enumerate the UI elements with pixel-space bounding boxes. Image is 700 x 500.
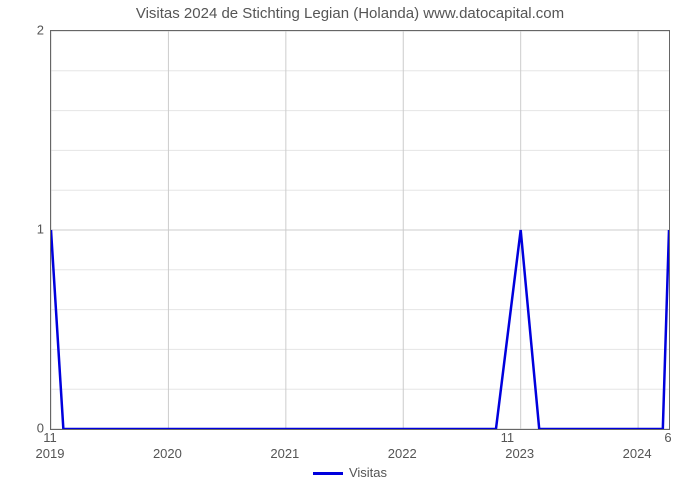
chart-container xyxy=(50,30,670,450)
x-tick-label: 2020 xyxy=(153,446,182,461)
x-tick-label: 2021 xyxy=(270,446,299,461)
y-tick-label: 2 xyxy=(37,23,44,38)
x-tick-label: 2024 xyxy=(623,446,652,461)
value-annotation: 11 xyxy=(501,430,515,445)
value-annotation: 11 xyxy=(43,430,57,445)
chart-title: Visitas 2024 de Stichting Legian (Holand… xyxy=(0,5,700,22)
plot-area xyxy=(50,30,670,430)
x-tick-label: 2022 xyxy=(388,446,417,461)
legend: Visitas xyxy=(0,465,700,480)
value-annotation: 6 xyxy=(664,430,671,445)
x-tick-label: 2019 xyxy=(36,446,65,461)
y-tick-label: 1 xyxy=(37,222,44,237)
legend-label: Visitas xyxy=(349,465,387,480)
x-tick-label: 2023 xyxy=(505,446,534,461)
legend-line xyxy=(313,472,343,475)
chart-svg xyxy=(51,31,669,429)
